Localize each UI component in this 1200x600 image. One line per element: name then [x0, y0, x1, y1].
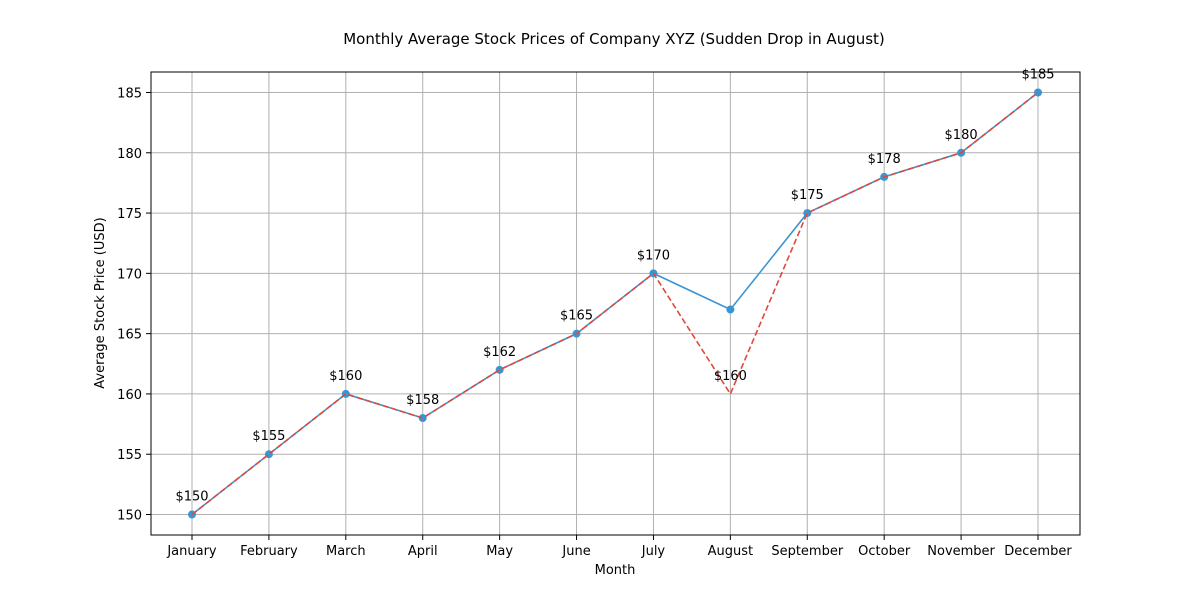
y-tick-label: 155: [117, 448, 142, 463]
chart-title: Monthly Average Stock Prices of Company …: [343, 30, 885, 48]
x-axis-ticks: January February March April May June July Augu…: [166, 535, 1072, 559]
y-tick-label: 165: [117, 328, 142, 343]
data-label: $185: [1021, 67, 1054, 82]
x-tick-label: January: [166, 544, 217, 559]
x-tick-label: November: [927, 544, 995, 559]
y-tick-label: 160: [117, 388, 142, 403]
x-tick-label: October: [858, 544, 911, 559]
y-tick-label: 180: [117, 147, 142, 162]
data-label: $178: [868, 152, 901, 167]
x-tick-label: July: [641, 544, 666, 559]
y-tick-label: 175: [117, 207, 142, 222]
data-label: $162: [483, 345, 516, 360]
series-1-point: [726, 305, 735, 314]
x-tick-label: September: [771, 544, 844, 559]
y-tick-label: 150: [117, 509, 142, 524]
plot-frame: [150, 71, 1081, 536]
data-label: $160: [714, 369, 747, 384]
series-1-point: [495, 365, 504, 374]
x-tick-label: February: [240, 544, 298, 559]
data-label: $170: [637, 248, 670, 263]
x-tick-label: June: [561, 544, 590, 559]
y-axis-ticks: 150 155 160 165 170 175 180 185: [117, 86, 151, 524]
data-label: $165: [560, 309, 593, 324]
data-label: $150: [175, 490, 208, 505]
y-tick-label: 170: [117, 267, 142, 282]
data-labels: $150 $155 $160 $158 $162 $165 $170 $160 $175 $178…: [175, 67, 1054, 504]
x-tick-label: April: [408, 544, 438, 559]
x-tick-label: December: [1004, 544, 1072, 559]
x-tick-label: March: [326, 544, 366, 559]
data-label: $160: [329, 369, 362, 384]
data-label: $155: [252, 429, 285, 444]
data-label: $180: [945, 128, 978, 143]
series-2-line: [191, 91, 1039, 516]
series-1-point: [803, 209, 812, 218]
x-axis-label: Month: [595, 563, 636, 578]
x-tick-label: May: [486, 544, 513, 559]
series-1-point: [418, 414, 427, 423]
data-label: $158: [406, 393, 439, 408]
x-tick-label: August: [708, 544, 754, 559]
y-tick-label: 185: [117, 86, 142, 101]
series-layer: [188, 88, 1042, 519]
y-axis-label: Average Stock Price (USD): [93, 217, 108, 388]
data-label: $175: [791, 188, 824, 203]
